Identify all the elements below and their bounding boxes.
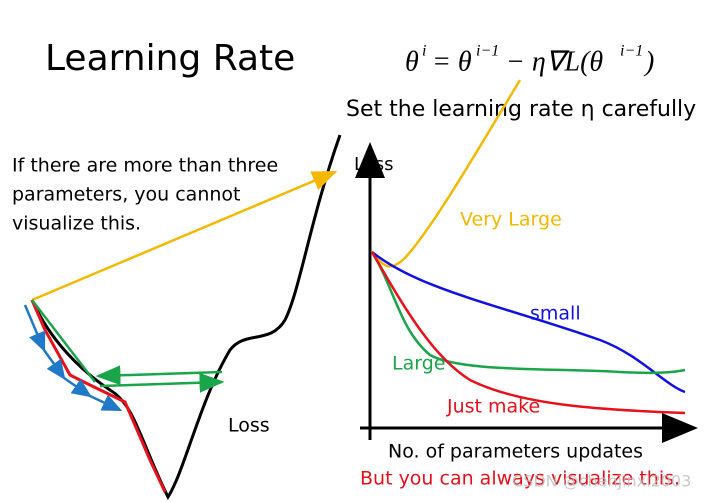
- curve-very-large: [370, 79, 522, 268]
- watermark: CSDN @chenjinxi2003: [512, 472, 691, 491]
- x-label: No. of parameters updates: [388, 441, 643, 463]
- path-red: [30, 299, 167, 493]
- y-label: Loss: [354, 154, 393, 175]
- note-line: parameters, you cannot: [12, 184, 240, 206]
- curve-just-make: [370, 251, 686, 415]
- formula-part: i: [422, 43, 426, 60]
- formula-part: i−1: [476, 43, 499, 60]
- arrow: [31, 170, 338, 302]
- formula: θ i = θ i−1 − η∇L(θ i−1 ): [405, 43, 654, 78]
- left-label: Loss: [228, 415, 270, 437]
- subtitle: Set the learning rate η carefully: [346, 97, 696, 122]
- formula-part: i−1: [620, 43, 643, 60]
- curve-large: [370, 251, 686, 375]
- formula-part: ): [643, 46, 654, 77]
- formula-part: = θ: [432, 46, 472, 77]
- curve-small: [371, 251, 686, 394]
- formula-part: − η∇L(θ: [506, 46, 603, 77]
- arrow: [95, 365, 223, 386]
- path-blue: [23, 304, 123, 412]
- title: Learning Rate: [45, 38, 295, 79]
- path-green: [31, 299, 96, 383]
- curve-label: Just make: [446, 396, 540, 418]
- formula-part: θ: [405, 46, 419, 77]
- curve-label: Large: [392, 353, 445, 375]
- curve-label: small: [530, 303, 581, 325]
- footer: But you can always visualize this.: [360, 468, 680, 490]
- arrow: [99, 372, 225, 393]
- curve-label: Very Large: [460, 209, 562, 231]
- note-line: visualize this.: [12, 213, 141, 235]
- note-line: If there are more than three: [12, 155, 278, 177]
